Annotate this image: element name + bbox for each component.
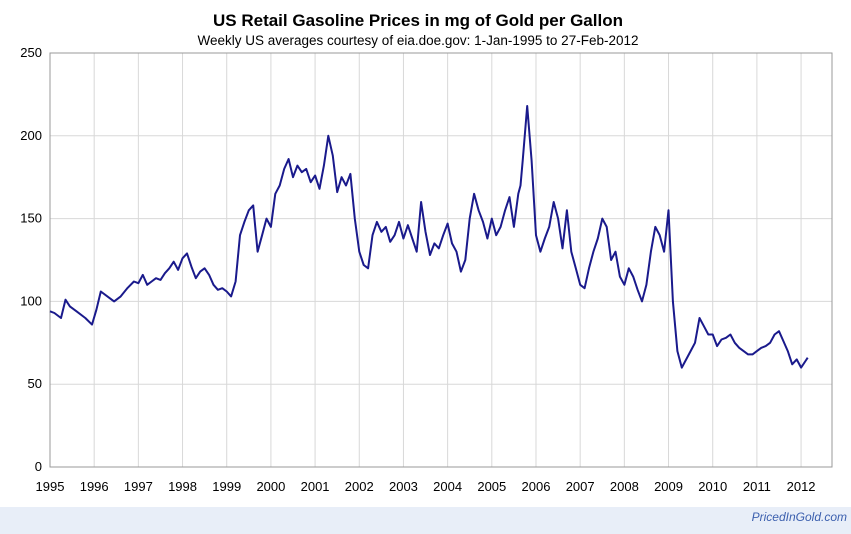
x-tick-label: 2006 xyxy=(522,479,551,494)
y-tick-label: 100 xyxy=(20,293,42,308)
x-tick-label: 2008 xyxy=(610,479,639,494)
x-tick-label: 2004 xyxy=(433,479,462,494)
x-tick-label: 2002 xyxy=(345,479,374,494)
x-tick-label: 2011 xyxy=(743,479,771,494)
x-tick-label: 1997 xyxy=(124,479,153,494)
x-tick-label: 2000 xyxy=(256,479,285,494)
y-tick-label: 50 xyxy=(28,376,42,391)
x-tick-label: 1995 xyxy=(36,479,65,494)
x-tick-label: 2007 xyxy=(566,479,595,494)
x-tick-label: 1996 xyxy=(80,479,109,494)
x-tick-label: 2010 xyxy=(698,479,727,494)
plot-frame xyxy=(49,52,833,468)
y-tick-label: 150 xyxy=(20,211,42,226)
footer-band xyxy=(0,507,851,534)
series-layer xyxy=(49,105,809,369)
x-axis-ticks: 1995 1996 1997 1998 1999 2000 2001 2002 2003 2004… xyxy=(36,479,816,494)
x-tick-label: 2001 xyxy=(301,479,330,494)
x-tick-label: 1998 xyxy=(168,479,197,494)
y-tick-label: 250 xyxy=(20,45,42,60)
y-tick-label: 200 xyxy=(20,128,42,143)
x-tick-label: 2005 xyxy=(477,479,506,494)
x-tick-label: 1999 xyxy=(212,479,241,494)
chart-subtitle: Weekly US averages courtesy of eia.doe.g… xyxy=(197,33,638,48)
x-tick-label: 2009 xyxy=(654,479,683,494)
x-tick-label: 2003 xyxy=(389,479,418,494)
y-tick-label: 0 xyxy=(35,459,42,474)
series-line xyxy=(49,105,809,369)
chart-title: US Retail Gasoline Prices in mg of Gold … xyxy=(213,11,623,30)
y-axis-ticks: 0 50 100 150 200 250 xyxy=(20,45,42,474)
watermark-link[interactable]: PricedInGold.com xyxy=(751,510,847,524)
x-tick-label: 2012 xyxy=(787,479,816,494)
grid xyxy=(49,52,832,468)
